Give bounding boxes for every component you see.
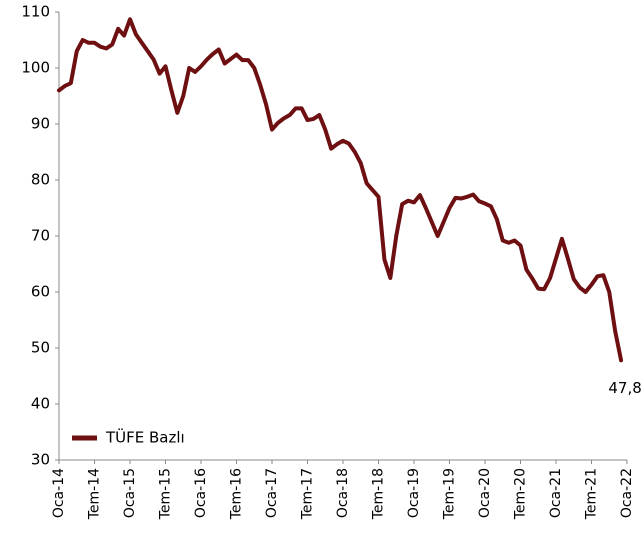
x-tick-label: Tem-14 xyxy=(87,468,103,520)
x-tick-label: Oca-16 xyxy=(193,468,209,518)
y-tick-label: 110 xyxy=(21,3,50,21)
x-tick-label: Oca-20 xyxy=(477,468,493,518)
x-tick-label: Tem-20 xyxy=(513,468,529,520)
data-label: 47,8 xyxy=(608,379,641,397)
y-tick-label: 30 xyxy=(31,451,50,469)
x-tick-label: Tem-18 xyxy=(371,468,387,520)
x-tick-label: Oca-21 xyxy=(548,468,564,518)
x-tick-label: Tem-19 xyxy=(442,468,458,520)
y-tick-label: 50 xyxy=(31,339,50,357)
y-tick-label: 40 xyxy=(31,395,50,413)
x-tick-label: Oca-18 xyxy=(335,468,351,518)
x-tick-label: Oca-19 xyxy=(406,468,422,518)
y-tick-label: 80 xyxy=(31,171,50,189)
x-tick-label: Oca-14 xyxy=(51,468,67,518)
y-tick-label: 70 xyxy=(31,227,50,245)
x-tick-label: Oca-22 xyxy=(619,468,635,518)
x-tick-label: Tem-16 xyxy=(229,468,245,520)
x-tick-label: Oca-17 xyxy=(264,468,280,518)
x-tick-label: Tem-21 xyxy=(584,468,600,520)
x-tick-label: Tem-17 xyxy=(300,468,316,520)
x-tick-label: Oca-15 xyxy=(122,468,138,518)
y-tick-label: 100 xyxy=(21,59,50,77)
legend-label: TÜFE Bazlı xyxy=(105,428,185,447)
y-tick-label: 60 xyxy=(31,283,50,301)
y-tick-label: 90 xyxy=(31,115,50,133)
line xyxy=(57,17,624,363)
x-tick-label: Tem-15 xyxy=(158,468,174,520)
